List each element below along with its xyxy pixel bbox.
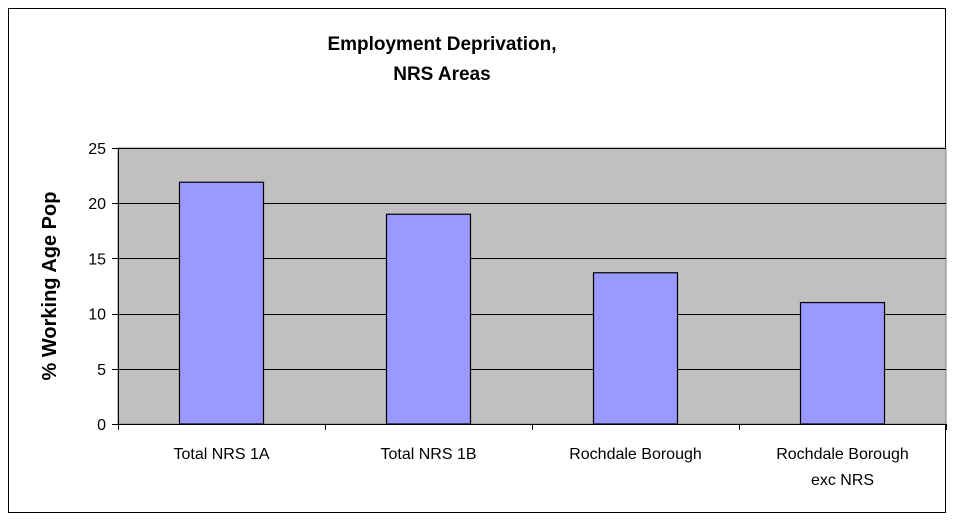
x-category-labels: Total NRS 1A Total NRS 1B Rochdale Borough…	[173, 446, 908, 489]
chart-title: Employment Deprivation, NRS Areas	[327, 34, 556, 85]
y-axis-label-text: % Working Age Pop	[39, 192, 61, 381]
y-tick-label: 10	[88, 307, 106, 324]
chart-title-line: Employment Deprivation,	[327, 34, 556, 55]
bar	[799, 301, 886, 425]
y-tick-label: 5	[97, 362, 106, 379]
y-tick-label: 25	[88, 141, 106, 158]
y-tick-labels: 0 5 10 15 20 25	[88, 141, 106, 434]
x-category-label: Rochdale Borough	[569, 446, 702, 463]
x-category-label: Total NRS 1B	[380, 446, 476, 463]
axes	[112, 148, 947, 430]
chart-title-line: NRS Areas	[393, 64, 491, 85]
y-tick-label: 20	[88, 196, 106, 213]
y-tick-label: 15	[88, 251, 106, 268]
bars	[178, 181, 886, 425]
x-category-label: exc NRS	[811, 472, 874, 489]
bar	[592, 272, 679, 425]
bar	[178, 181, 265, 425]
bar	[385, 213, 472, 425]
y-axis-label: % Working Age Pop	[39, 192, 61, 381]
y-tick-label: 0	[97, 417, 106, 434]
x-category-label: Total NRS 1A	[173, 446, 269, 463]
x-category-label: Rochdale Borough	[776, 446, 909, 463]
